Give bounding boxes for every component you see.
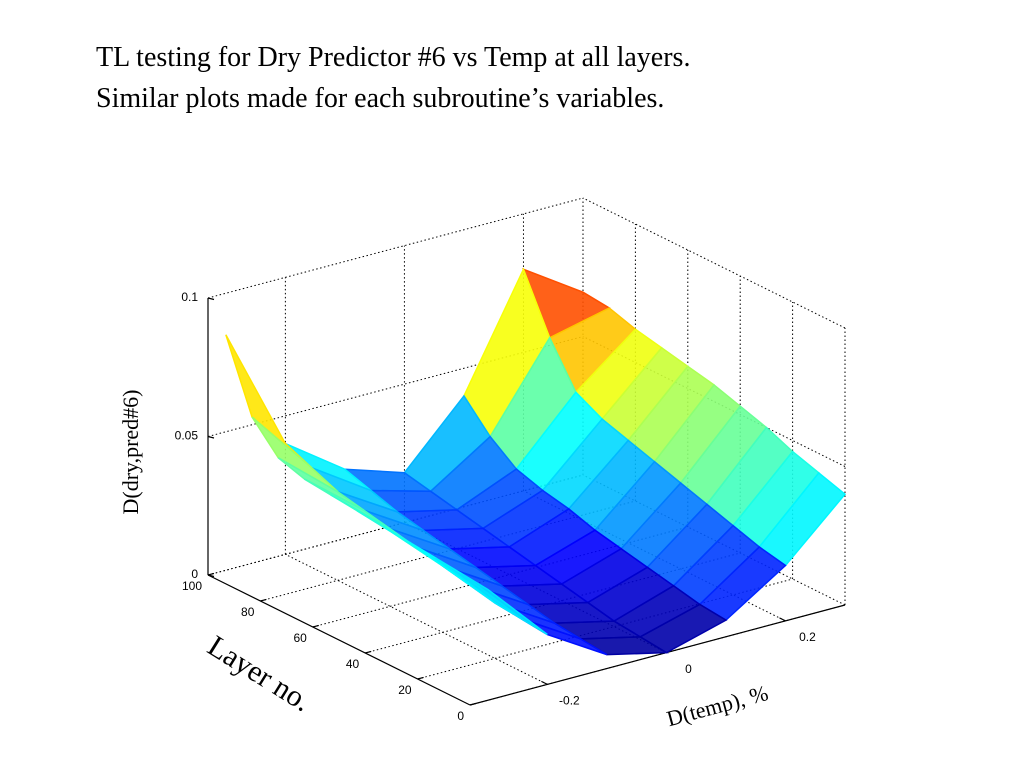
- grid-line: [207, 474, 584, 576]
- x-tick-label: 0.2: [799, 630, 816, 644]
- z-tick: [207, 435, 215, 439]
- grid-line: [582, 474, 846, 606]
- x-tick: [779, 617, 786, 622]
- slide-text: Similar plots made for each subroutine’s…: [96, 83, 665, 114]
- grid-line: [285, 553, 548, 685]
- grid-line: [312, 526, 688, 628]
- grid-line: [582, 336, 846, 467]
- z-tick-label: 0: [191, 567, 198, 581]
- y-tick: [417, 676, 424, 680]
- surface-cell: [461, 573, 548, 636]
- y-tick: [207, 572, 215, 576]
- y-tick: [260, 598, 267, 602]
- y-tick: [469, 702, 477, 706]
- grid-line: [582, 197, 846, 329]
- y-tick-label: 100: [182, 579, 202, 593]
- grid-line: [207, 197, 584, 299]
- slide-text: TL testing for Dry Predictor #6 vs Temp …: [96, 42, 691, 73]
- surface-cell: [225, 334, 313, 469]
- y-axis: [207, 574, 471, 706]
- z-axis-label: D(dry,pred#6): [118, 389, 143, 514]
- y-tick-label: 20: [398, 683, 412, 697]
- z-tick: [207, 297, 215, 301]
- grid-line: [365, 552, 741, 654]
- y-tick-label: 0: [457, 709, 464, 723]
- x-tick-label: 0: [685, 662, 692, 676]
- z-tick-label: 0.1: [181, 290, 198, 304]
- x-axis: [469, 604, 846, 706]
- x-tick-label: -0.2: [559, 694, 580, 708]
- surface-cell: [251, 416, 339, 493]
- x-tick: [541, 680, 548, 685]
- y-tick-label: 60: [293, 631, 307, 645]
- x-axis-label: D(temp), %: [664, 680, 771, 731]
- y-tick-label: 80: [241, 605, 255, 619]
- y-tick: [312, 624, 319, 628]
- grid-line: [260, 500, 636, 602]
- y-tick-label: 40: [346, 657, 360, 671]
- z-tick-label: 0.05: [175, 429, 199, 443]
- grid-line: [417, 578, 793, 680]
- y-tick: [365, 650, 372, 654]
